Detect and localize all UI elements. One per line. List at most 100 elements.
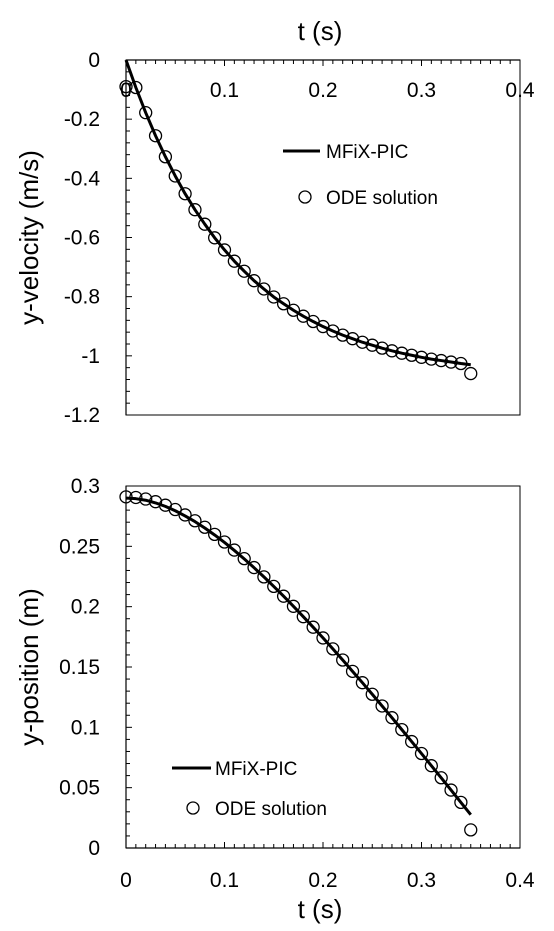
x-tick-label: 0.2: [308, 869, 337, 892]
y-tick-label: 0.15: [59, 656, 100, 679]
x-tick-label: 0.4: [505, 869, 535, 892]
ode-solution-point: [129, 80, 143, 95]
ode-solution-point: [464, 366, 478, 381]
ode-solution-point: [148, 129, 163, 143]
ode-solution-point: [365, 338, 379, 352]
y-tick-label: -1: [81, 345, 100, 368]
ode-solution-point: [119, 79, 133, 94]
x-tick-label: 0: [120, 79, 132, 102]
ode-solution-point: [168, 169, 182, 183]
ode-solution-point: [139, 492, 153, 506]
ode-solution-point: [198, 217, 212, 231]
ode-solution-point: [375, 699, 389, 713]
ode-solution-point: [355, 676, 370, 690]
ode-solution-point: [345, 332, 360, 346]
ode-solution-point: [444, 355, 458, 369]
ode-solution-point: [188, 203, 202, 217]
ode-solution-point: [168, 502, 182, 517]
y-tick-label: 0.2: [71, 596, 100, 619]
ode-solution-point: [395, 722, 409, 737]
ode-solution-point: [424, 759, 439, 773]
y-tick-label: 0.3: [71, 475, 100, 498]
x-tick-label: 0.3: [407, 79, 436, 102]
x-axis-title: t (s): [298, 894, 343, 924]
ode-solution-point: [178, 187, 192, 201]
x-tick-label: 0.4: [505, 79, 535, 102]
velocity-chart: 0 0.1 0.2 0.3 0.4 0 -0.2 -0.4 -0.6 -0.8 -1 -1.2 t (s…: [14, 16, 535, 427]
legend-label-ode-solution: ODE solution: [326, 188, 438, 209]
ode-solution-point: [395, 346, 409, 360]
ode-solution-point: [404, 348, 419, 362]
ode-solution-point: [404, 734, 419, 749]
ode-solution-point: [444, 783, 458, 797]
ode-solution-point: [267, 579, 281, 594]
ode-solution-point: [385, 344, 399, 358]
position-chart: 0 0.1 0.2 0.3 0.4 0 0.05 0.1 0.15 0.2 0.25 0.3 t (s)…: [14, 475, 535, 924]
ode-solution-point: [355, 335, 370, 349]
ode-solution-point: [286, 599, 301, 613]
ode-solution-point: [207, 231, 222, 245]
x-tick-label: 0.3: [407, 869, 436, 892]
x-tick-label: 0.1: [210, 869, 239, 892]
y-tick-label: 0: [88, 837, 100, 860]
ode-solution-point: [454, 795, 468, 810]
ode-solution-point: [247, 274, 261, 288]
ode-solution-point: [148, 495, 163, 509]
y-tick-label: 0.05: [59, 777, 100, 800]
ode-solution-point: [306, 620, 320, 634]
ode-solution-point: [316, 631, 330, 645]
y-tick-label: -0.2: [64, 108, 100, 131]
ode-solution-point: [198, 520, 212, 534]
ode-solution-point: [375, 341, 389, 355]
y-tick-label: -1.2: [64, 404, 100, 427]
ode-solution-point: [326, 642, 340, 656]
ode-solution-point: [178, 508, 192, 522]
ode-solution-point: [336, 328, 350, 342]
ode-solution-point: [424, 352, 439, 366]
y-tick-label: -0.4: [64, 167, 101, 190]
ode-solution-point: [227, 543, 242, 557]
ode-solution-point: [119, 490, 133, 504]
legend-label-ode-solution: ODE solution: [215, 799, 327, 820]
y-tick-label: 0.25: [59, 535, 100, 558]
ode-solution-point: [296, 610, 310, 624]
ode-solution-point: [237, 551, 251, 566]
legend-label-mfix-pic: MFiX-PIC: [215, 759, 297, 780]
ode-solution-point: [434, 771, 448, 785]
legend-circle-swatch: [298, 190, 312, 204]
ode-solution-point: [464, 823, 478, 837]
ode-solution-point: [454, 356, 468, 371]
ode-solution-point: [276, 589, 291, 603]
ode-solution-point: [237, 264, 251, 278]
ode-solution-point: [257, 282, 271, 296]
series-line-mfix-pic: [125, 496, 472, 816]
ode-solution-point: [227, 254, 242, 268]
ode-solution-point: [336, 653, 350, 667]
x-axis-title: t (s): [298, 16, 343, 46]
ode-solution-point: [257, 570, 271, 584]
ode-solution-point: [188, 514, 202, 528]
ode-solution-point: [434, 353, 448, 368]
x-tick-label: 0.2: [308, 79, 337, 102]
x-tick-label: 0.1: [210, 79, 239, 102]
y-axis-title: y-velocity (m/s): [14, 150, 44, 325]
ode-solution-point: [207, 527, 222, 542]
y-tick-label: -0.6: [64, 227, 100, 250]
ode-solution-point: [414, 350, 429, 364]
x-tick-label: 0: [120, 869, 132, 892]
ode-solution-point: [129, 490, 143, 505]
legend-circle-swatch: [186, 801, 200, 815]
ode-solution-point: [139, 106, 153, 120]
ode-solution-point: [365, 687, 379, 701]
ode-solution-point: [247, 560, 261, 575]
y-tick-label: 0: [88, 49, 100, 72]
ode-solution-point: [385, 711, 399, 725]
y-tick-label: 0.1: [71, 716, 100, 739]
ode-solution-point: [217, 243, 232, 257]
ode-solution-point: [345, 664, 360, 678]
legend-label-mfix-pic: MFiX-PIC: [326, 142, 408, 163]
ode-solution-point: [286, 303, 301, 317]
ode-solution-point: [217, 535, 232, 549]
ode-solution-point: [158, 150, 173, 164]
